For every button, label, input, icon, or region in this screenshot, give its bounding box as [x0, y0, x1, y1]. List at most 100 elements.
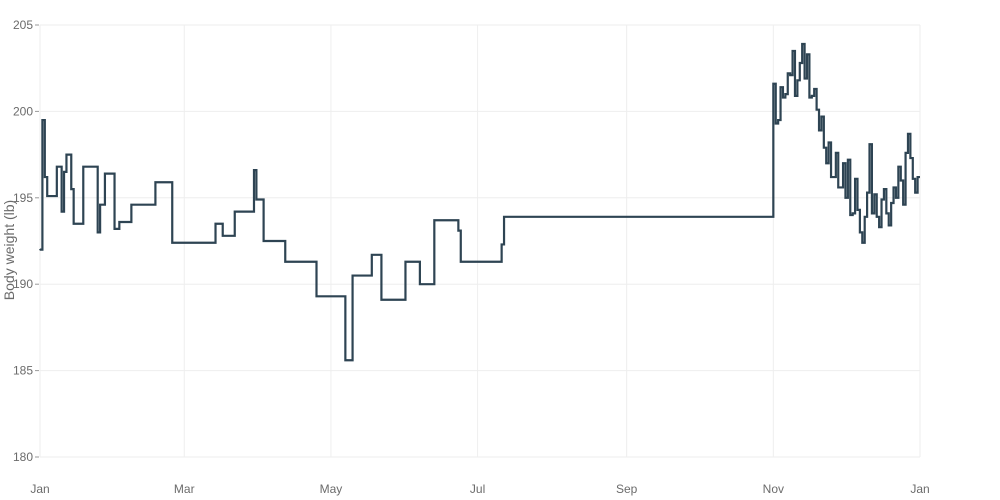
- data-point: [820, 115, 823, 118]
- data-point: [104, 172, 106, 175]
- data-point: [147, 203, 149, 206]
- data-point: [895, 197, 897, 199]
- data-point: [356, 274, 359, 277]
- data-point: [861, 241, 864, 244]
- x-tick-label: Mar: [174, 482, 195, 496]
- data-point: [60, 210, 63, 213]
- data-point: [238, 210, 241, 213]
- y-tick-label: 180: [13, 450, 33, 464]
- y-tick-label: 190: [13, 277, 33, 291]
- data-point: [811, 95, 813, 97]
- data-point: [772, 82, 775, 85]
- data-point: [84, 165, 87, 168]
- data-point: [856, 209, 859, 211]
- data-point: [839, 186, 842, 189]
- data-point: [399, 298, 402, 301]
- data-point: [419, 283, 421, 286]
- data-point: [101, 203, 104, 206]
- data-point: [859, 231, 861, 234]
- data-point: [77, 222, 80, 225]
- data-point: [70, 188, 73, 190]
- data-point: [892, 186, 895, 189]
- data-point: [854, 177, 856, 180]
- data-point: [459, 260, 462, 263]
- x-tick-label: Nov: [763, 482, 784, 496]
- data-point: [46, 195, 49, 197]
- data-point: [789, 74, 791, 76]
- data-point: [808, 96, 811, 99]
- data-point: [56, 165, 58, 168]
- data-point: [885, 212, 888, 215]
- data-point: [835, 152, 837, 154]
- data-point: [806, 53, 808, 56]
- data-point: [416, 260, 419, 263]
- data-point: [863, 216, 866, 218]
- data-point: [914, 191, 916, 194]
- data-point: [866, 191, 868, 194]
- data-point: [837, 186, 840, 189]
- data-point: [875, 216, 878, 218]
- data-point: [818, 129, 820, 132]
- data-point: [41, 119, 44, 121]
- data-point: [344, 359, 347, 362]
- data-point: [72, 222, 75, 225]
- data-point: [503, 216, 505, 218]
- data-point: [907, 133, 909, 135]
- data-point: [880, 198, 883, 201]
- data-point: [890, 202, 892, 204]
- data-point: [803, 77, 806, 80]
- series-line: [40, 42, 920, 362]
- data-point: [844, 197, 847, 199]
- data-point: [221, 235, 224, 237]
- data-point: [849, 214, 852, 216]
- data-point: [346, 359, 349, 362]
- data-point: [911, 177, 914, 180]
- data-point: [786, 72, 789, 75]
- data-point: [904, 152, 907, 154]
- data-point: [878, 226, 880, 228]
- data-point: [118, 221, 121, 223]
- data-point: [474, 260, 476, 263]
- data-point: [916, 176, 919, 178]
- data-point: [798, 62, 801, 64]
- data-point: [815, 108, 818, 111]
- data-point: [467, 260, 469, 263]
- data-point: [887, 224, 890, 227]
- data-point: [897, 165, 900, 168]
- series-layer: [39, 42, 920, 362]
- y-tick-label: 200: [13, 104, 33, 118]
- y-axis-title: Body weight (lb): [1, 200, 17, 300]
- data-point: [63, 171, 65, 173]
- data-point: [796, 79, 799, 82]
- data-point: [315, 295, 318, 298]
- data-point: [171, 241, 174, 244]
- data-point: [255, 198, 258, 201]
- data-point: [830, 176, 832, 178]
- data-point: [51, 195, 53, 197]
- data-point: [354, 274, 356, 277]
- data-point: [44, 176, 46, 178]
- data-point: [847, 158, 849, 161]
- data-point: [65, 153, 68, 156]
- x-tick-label: Jul: [470, 482, 485, 496]
- data-point: [130, 203, 133, 206]
- data-point: [149, 203, 152, 206]
- y-tick-label: 205: [13, 18, 33, 32]
- data-point: [154, 181, 157, 184]
- data-point: [99, 203, 101, 206]
- data-point: [871, 212, 873, 215]
- data-point: [233, 210, 236, 213]
- data-point: [262, 240, 265, 242]
- data-point: [457, 229, 460, 232]
- data-point: [214, 222, 217, 225]
- data-point: [236, 210, 238, 213]
- data-point: [899, 179, 902, 182]
- data-point: [327, 295, 330, 298]
- axis-layer: Jan Mar May Jul Sep Nov Jan 180 185 190 195 200 205: [13, 18, 930, 496]
- data-point: [825, 162, 828, 165]
- data-point: [380, 298, 383, 301]
- y-tick-label: 185: [13, 364, 33, 378]
- data-point: [774, 122, 777, 125]
- x-tick-label: Sep: [616, 482, 638, 496]
